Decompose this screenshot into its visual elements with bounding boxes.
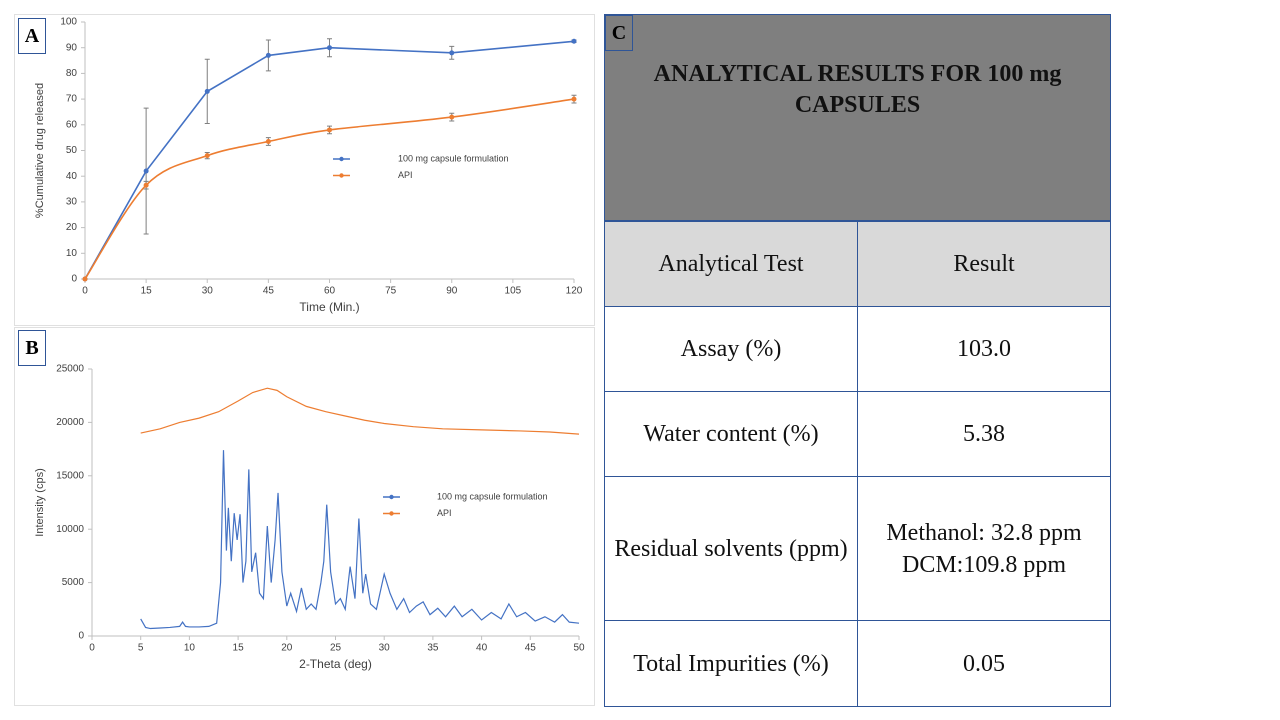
y-axis-label: Intensity (cps) bbox=[34, 468, 46, 536]
marker bbox=[449, 114, 455, 120]
x-tick-label: 45 bbox=[525, 643, 537, 654]
cell: 0.05 bbox=[857, 620, 1111, 707]
legend-marker bbox=[339, 173, 344, 178]
marker bbox=[449, 50, 455, 56]
marker bbox=[327, 127, 332, 133]
x-tick-label: 25 bbox=[330, 643, 342, 654]
row: Water content (%) 5.38 bbox=[604, 391, 1111, 477]
panel-label: C bbox=[605, 15, 633, 51]
panel-frame bbox=[14, 14, 595, 326]
x-tick-label: 5 bbox=[138, 643, 144, 654]
x-tick-label: 90 bbox=[446, 286, 458, 297]
x-tick-label: 40 bbox=[476, 643, 488, 654]
y-tick-label: 15000 bbox=[56, 470, 84, 481]
x-axis-label: Time (Min.) bbox=[299, 300, 359, 314]
x-tick-label: 45 bbox=[263, 286, 275, 297]
panel-label: B bbox=[18, 330, 46, 366]
header-cell: Analytical Test bbox=[604, 221, 858, 307]
marker bbox=[571, 38, 577, 44]
cell-line: Methanol: 32.8 ppm bbox=[886, 519, 1082, 546]
y-tick-label: 10 bbox=[66, 248, 78, 259]
y-tick-label: 0 bbox=[78, 631, 84, 642]
cell: Residual solvents (ppm) bbox=[604, 476, 858, 621]
x-tick-label: 75 bbox=[385, 286, 397, 297]
cell: 103.0 bbox=[857, 306, 1111, 392]
y-axis-label: %Cumulative drug released bbox=[34, 83, 46, 218]
marker bbox=[265, 139, 271, 145]
marker bbox=[571, 96, 577, 102]
legend-marker bbox=[339, 156, 344, 162]
x-tick-label: 60 bbox=[324, 286, 336, 297]
marker bbox=[204, 88, 210, 94]
y-tick-label: 10000 bbox=[56, 524, 84, 535]
legend-label: API bbox=[437, 508, 452, 518]
x-axis-label: 2-Theta (deg) bbox=[299, 657, 372, 671]
x-tick-label: 35 bbox=[427, 643, 439, 654]
x-tick-label: 50 bbox=[573, 643, 585, 654]
marker bbox=[204, 153, 210, 159]
x-tick-label: 10 bbox=[184, 643, 196, 654]
cell: 5.38 bbox=[857, 391, 1111, 477]
y-tick-label: 70 bbox=[66, 94, 78, 105]
y-tick-label: 60 bbox=[66, 119, 78, 130]
panel-frame bbox=[14, 327, 595, 706]
x-tick-label: 30 bbox=[379, 643, 391, 654]
table: Analytical Test Result Assay (%) 103.0 W… bbox=[604, 221, 1111, 707]
row: Total Impurities (%) 0.05 bbox=[604, 620, 1111, 707]
row: Residual solvents (ppm) Methanol: 32.8 p… bbox=[604, 476, 1111, 621]
x-tick-label: 15 bbox=[141, 286, 153, 297]
x-tick-label: 30 bbox=[202, 286, 214, 297]
y-tick-label: 100 bbox=[60, 17, 77, 28]
header-row: Analytical Test Result bbox=[604, 221, 1111, 307]
y-tick-label: 0 bbox=[71, 274, 77, 285]
legend-marker bbox=[389, 494, 394, 500]
table-header: C ANALYTICAL RESULTS FOR 100 mg CAPSULES bbox=[604, 14, 1111, 221]
y-tick-label: 5000 bbox=[62, 577, 85, 588]
cell: Water content (%) bbox=[604, 391, 858, 477]
x-tick-label: 0 bbox=[82, 286, 88, 297]
x-tick-label: 0 bbox=[89, 643, 95, 654]
y-tick-label: 30 bbox=[66, 197, 78, 208]
y-tick-label: 90 bbox=[66, 42, 78, 53]
charts: 0 15 30 45 60 75 90 105 120010203040506070809010… bbox=[14, 14, 595, 706]
y-tick-label: 40 bbox=[66, 171, 78, 182]
x-tick-label: 15 bbox=[233, 643, 245, 654]
series-line bbox=[140, 450, 580, 630]
y-tick-label: 80 bbox=[66, 68, 78, 79]
legend-label: API bbox=[398, 170, 413, 180]
panel-label: A bbox=[18, 18, 46, 54]
y-tick-label: 25000 bbox=[56, 364, 84, 375]
marker bbox=[143, 182, 149, 188]
x-tick-label: 120 bbox=[566, 286, 583, 297]
cell: Methanol: 32.8 ppm DCM:109.8 ppm bbox=[857, 476, 1111, 621]
header-cell: Result bbox=[857, 221, 1111, 307]
y-tick-label: 20 bbox=[66, 222, 78, 233]
table-title: ANALYTICAL RESULTS FOR 100 mg CAPSULES bbox=[653, 61, 1062, 118]
row: Assay (%) 103.0 bbox=[604, 306, 1111, 392]
cell: Assay (%) bbox=[604, 306, 858, 392]
y-tick-label: 50 bbox=[66, 145, 78, 156]
marker bbox=[82, 276, 88, 282]
legend-label: 100 mg capsule formulation bbox=[398, 153, 509, 163]
marker bbox=[327, 45, 332, 51]
x-tick-label: 20 bbox=[281, 643, 293, 654]
cell: Total Impurities (%) bbox=[604, 620, 858, 707]
y-tick-label: 20000 bbox=[56, 417, 84, 428]
marker bbox=[265, 52, 271, 58]
cell-line: DCM:109.8 ppm bbox=[901, 551, 1066, 578]
legend-label: 100 mg capsule formulation bbox=[437, 491, 548, 501]
results-table: C ANALYTICAL RESULTS FOR 100 mg CAPSULES… bbox=[604, 14, 1111, 707]
series-line bbox=[140, 387, 580, 435]
marker bbox=[143, 168, 149, 174]
x-tick-label: 105 bbox=[505, 286, 522, 297]
legend-marker bbox=[389, 511, 394, 516]
